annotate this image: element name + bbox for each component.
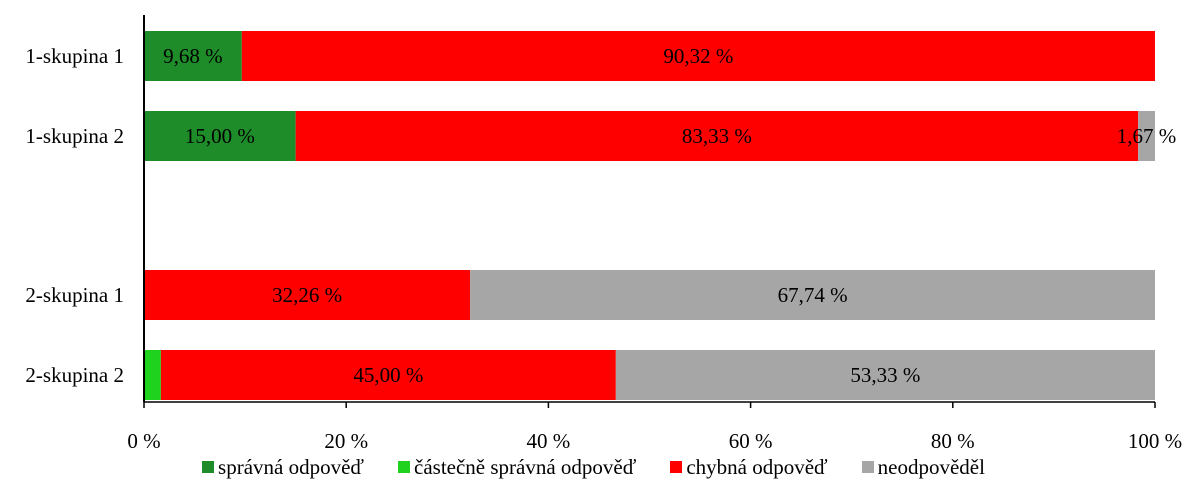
legend-swatch: [398, 461, 411, 473]
x-tick-label: 0 %: [127, 429, 160, 453]
legend-label: chybná odpověď: [686, 454, 828, 479]
legend-item: správná odpověď: [202, 454, 365, 479]
data-label: 45,00 %: [353, 363, 423, 387]
x-tick-label: 60 %: [729, 429, 773, 453]
legend-item: částečně správná odpověď: [398, 454, 637, 479]
bar-segment: [144, 270, 471, 320]
bar-segment: [295, 111, 1139, 161]
bar-segment: [144, 31, 242, 81]
data-label: 53,33 %: [850, 363, 920, 387]
chart-legend: správná odpověď částečně správná odpověď c…: [0, 455, 1187, 479]
data-label: 15,00 %: [185, 124, 255, 148]
stacked-bar-chart: 9,68 % 90,32 % 1-skupina 1 15,00 % 83,33 % 1,…: [25, 15, 1182, 453]
data-label: 67,74 %: [778, 283, 848, 307]
legend-swatch: [202, 461, 215, 473]
legend-label: neodpověděl: [877, 454, 985, 479]
category-label: 1-skupina 1: [25, 44, 124, 68]
bar-segment: [144, 111, 296, 161]
x-tick-label: 100 %: [1128, 429, 1182, 453]
legend-item: neodpověděl: [861, 454, 985, 479]
data-label: 1,67 %: [1117, 124, 1177, 148]
category-label: 1-skupina 2: [25, 124, 124, 148]
bar-segment: [615, 350, 1155, 400]
data-label: 83,33 %: [682, 124, 752, 148]
legend-swatch: [861, 461, 874, 473]
legend-swatch: [670, 461, 683, 473]
bar-segment: [160, 350, 616, 400]
x-tick-label: 40 %: [527, 429, 571, 453]
x-tick-label: 80 %: [931, 429, 975, 453]
data-label: 90,32 %: [663, 44, 733, 68]
category-label: 2-skupina 2: [25, 363, 124, 387]
bar-segment: [144, 350, 161, 400]
legend-item: chybná odpověď: [670, 454, 828, 479]
category-label: 2-skupina 1: [25, 283, 124, 307]
legend-label: správná odpověď: [218, 454, 365, 479]
bar-segment: [241, 31, 1155, 81]
bar-segment: [1138, 111, 1155, 161]
legend-label: částečně správná odpověď: [414, 454, 637, 479]
bar-segment: [470, 270, 1156, 320]
x-tick-label: 20 %: [324, 429, 368, 453]
data-label: 32,26 %: [272, 283, 342, 307]
data-label: 9,68 %: [163, 44, 223, 68]
